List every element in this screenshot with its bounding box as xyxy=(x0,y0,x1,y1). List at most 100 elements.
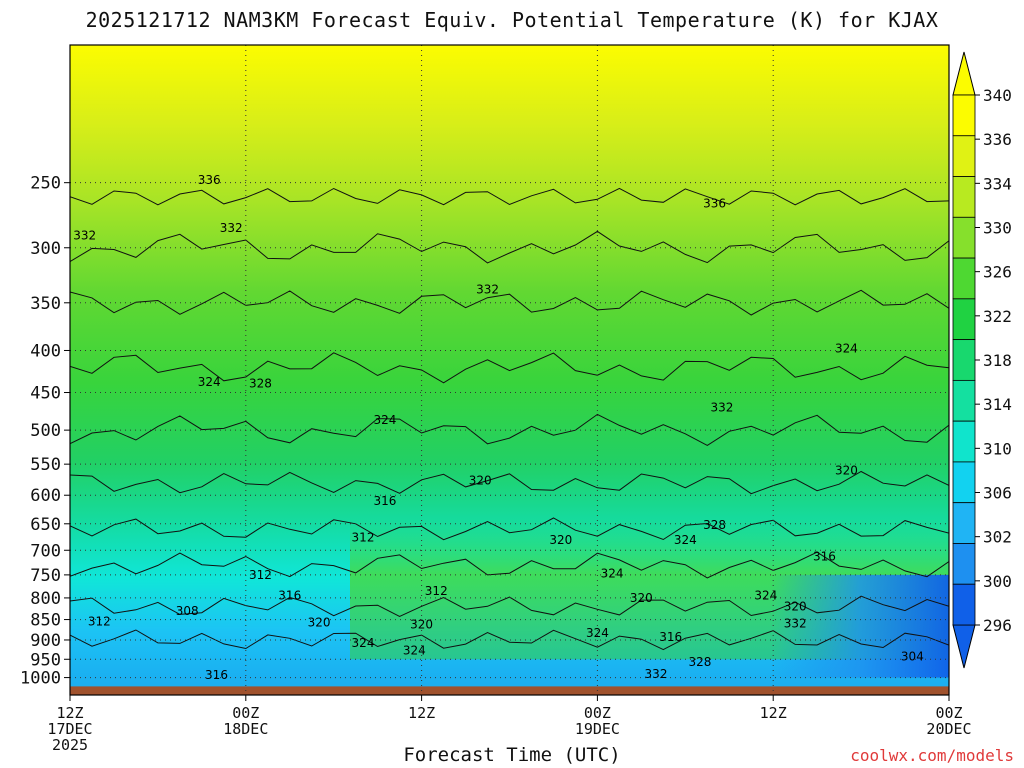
contour-label: 304 xyxy=(901,649,924,663)
y-tick-label: 500 xyxy=(30,421,61,441)
colorbar-label: 334 xyxy=(983,174,1012,193)
contour-label: 324 xyxy=(601,566,624,580)
colorbar-arrow-top xyxy=(952,51,976,96)
theta-contour-line xyxy=(70,629,949,651)
colorbar-label: 326 xyxy=(983,263,1012,282)
contour-label: 320 xyxy=(784,600,807,614)
x-tick-label: 2025 xyxy=(52,736,88,754)
colorbar-segment xyxy=(952,135,976,177)
y-tick-label: 700 xyxy=(30,541,61,561)
x-tick-label: 00Z xyxy=(584,704,611,722)
contour-label: 324 xyxy=(835,342,858,356)
contour-label: 312 xyxy=(249,568,272,582)
colorbar-label: 318 xyxy=(983,351,1012,370)
contour-label: 320 xyxy=(308,615,331,629)
colorbar-label: 296 xyxy=(983,616,1012,635)
contour-label: 320 xyxy=(469,474,492,488)
x-tick-label: 12Z xyxy=(56,704,83,722)
contour-label: 316 xyxy=(278,589,301,603)
contour-label: 332 xyxy=(645,667,668,681)
contour-label: 320 xyxy=(835,464,858,478)
theta-contour-line xyxy=(70,595,949,617)
contour-label: 324 xyxy=(586,626,609,640)
colorbar-segment xyxy=(952,339,976,381)
contour-label: 324 xyxy=(352,636,375,650)
y-tick-label: 450 xyxy=(30,384,61,404)
contour-label: 320 xyxy=(549,533,572,547)
colorbar-segment xyxy=(952,461,976,504)
y-tick-label: 400 xyxy=(30,341,61,361)
colorbar-label: 300 xyxy=(983,572,1012,591)
contour-label: 308 xyxy=(176,604,199,618)
y-tick-label: 600 xyxy=(30,486,61,506)
contour-label: 332 xyxy=(476,282,499,296)
contour-label: 336 xyxy=(198,173,221,187)
colorbar-segment xyxy=(952,379,976,422)
y-tick-label: 300 xyxy=(30,239,61,259)
contour-label: 332 xyxy=(73,229,96,243)
colorbar-label: 330 xyxy=(983,219,1012,238)
contour-label: 324 xyxy=(754,589,777,603)
colorbar-label: 310 xyxy=(983,439,1012,458)
colorbar-segment xyxy=(952,94,976,137)
colorbar-label: 302 xyxy=(983,528,1012,547)
theta-contour-line xyxy=(70,413,949,446)
y-tick-label: 750 xyxy=(30,566,61,586)
x-tick-label: 00Z xyxy=(232,704,259,722)
x-tick-label: 17DEC xyxy=(47,720,92,738)
x-tick-label: 18DEC xyxy=(223,720,268,738)
y-tick-label: 650 xyxy=(30,515,61,535)
y-tick-label: 850 xyxy=(30,611,61,631)
colorbar-label: 306 xyxy=(983,484,1012,503)
contour-label: 332 xyxy=(220,221,243,235)
x-tick-label: 12Z xyxy=(760,704,787,722)
x-tick-label: 20DEC xyxy=(926,720,971,738)
colorbar-label: 340 xyxy=(983,86,1012,105)
colorbar-segment xyxy=(952,583,976,626)
y-tick-label: 1000 xyxy=(20,669,61,689)
y-tick-label: 550 xyxy=(30,455,61,475)
contour-label: 316 xyxy=(374,494,397,508)
contour-label: 312 xyxy=(352,530,375,544)
contour-label: 332 xyxy=(784,616,807,630)
x-tick-label: 12Z xyxy=(408,704,435,722)
colorbar-arrow-bottom xyxy=(952,624,976,669)
contour-label: 328 xyxy=(249,377,272,391)
source-credit: coolwx.com/models xyxy=(850,746,1014,765)
colorbar-segment xyxy=(952,420,976,463)
contour-label: 328 xyxy=(688,655,711,669)
colorbar-segment xyxy=(952,298,976,341)
y-tick-label: 900 xyxy=(30,631,61,651)
contour-label: 316 xyxy=(205,668,228,682)
contour-label: 324 xyxy=(374,413,397,427)
y-tick-label: 250 xyxy=(30,174,61,194)
colorbar-label: 336 xyxy=(983,130,1012,149)
contour-label: 324 xyxy=(403,644,426,658)
contour-label: 320 xyxy=(630,591,653,605)
colorbar-segment xyxy=(952,502,976,544)
theta-contour-line xyxy=(70,470,949,495)
contour-label: 316 xyxy=(813,549,836,563)
x-tick-label: 00Z xyxy=(935,704,962,722)
terrain-strip xyxy=(70,686,949,695)
contour-label: 336 xyxy=(703,196,726,210)
contour-label: 320 xyxy=(410,618,433,632)
contour-label: 312 xyxy=(425,584,448,598)
plot-frame xyxy=(69,44,950,696)
contour-label: 312 xyxy=(88,615,111,629)
colorbar-label: 322 xyxy=(983,307,1012,326)
colorbar-segment xyxy=(952,257,976,300)
colorbar-label: 314 xyxy=(983,395,1012,414)
theta-contour-line xyxy=(70,289,949,316)
theta-contour-line xyxy=(70,517,949,541)
x-axis-label: Forecast Time (UTC) xyxy=(403,744,621,766)
contour-label: 324 xyxy=(674,533,697,547)
colorbar-segment xyxy=(952,176,976,218)
colorbar-segment xyxy=(952,543,976,585)
contour-label: 316 xyxy=(659,630,682,644)
y-tick-label: 950 xyxy=(30,650,61,670)
contour-label: 332 xyxy=(710,400,733,414)
colorbar-segment xyxy=(952,216,976,259)
theta-contour-line xyxy=(70,230,949,264)
